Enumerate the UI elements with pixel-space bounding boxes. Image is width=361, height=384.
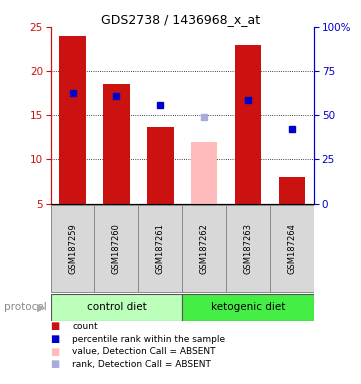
Text: rank, Detection Call = ABSENT: rank, Detection Call = ABSENT	[72, 360, 211, 369]
FancyBboxPatch shape	[138, 205, 182, 292]
Text: ketogenic diet: ketogenic diet	[211, 302, 286, 312]
Text: GSM187259: GSM187259	[68, 223, 77, 274]
Text: GSM187260: GSM187260	[112, 223, 121, 274]
Bar	[147, 127, 174, 204]
Text: ■: ■	[51, 347, 60, 357]
Text: protocol: protocol	[4, 302, 46, 312]
Bar	[235, 45, 261, 204]
Text: GSM187261: GSM187261	[156, 223, 165, 274]
Text: GDS2738 / 1436968_x_at: GDS2738 / 1436968_x_at	[101, 13, 260, 26]
Text: ■: ■	[51, 321, 60, 331]
Text: ▶: ▶	[36, 302, 45, 312]
Text: count: count	[72, 322, 98, 331]
FancyBboxPatch shape	[51, 294, 182, 321]
Bar	[103, 84, 130, 204]
FancyBboxPatch shape	[51, 205, 95, 292]
Bar	[59, 36, 86, 204]
Text: ■: ■	[51, 334, 60, 344]
FancyBboxPatch shape	[182, 205, 226, 292]
Text: value, Detection Call = ABSENT: value, Detection Call = ABSENT	[72, 347, 216, 356]
Bar	[191, 142, 217, 204]
Bar	[279, 177, 305, 204]
FancyBboxPatch shape	[226, 205, 270, 292]
FancyBboxPatch shape	[95, 205, 138, 292]
Text: percentile rank within the sample: percentile rank within the sample	[72, 334, 225, 344]
Text: control diet: control diet	[87, 302, 146, 312]
Text: GSM187262: GSM187262	[200, 223, 209, 274]
Text: GSM187264: GSM187264	[288, 223, 297, 274]
FancyBboxPatch shape	[270, 205, 314, 292]
Text: GSM187263: GSM187263	[244, 223, 253, 274]
Text: ■: ■	[51, 359, 60, 369]
FancyBboxPatch shape	[182, 294, 314, 321]
